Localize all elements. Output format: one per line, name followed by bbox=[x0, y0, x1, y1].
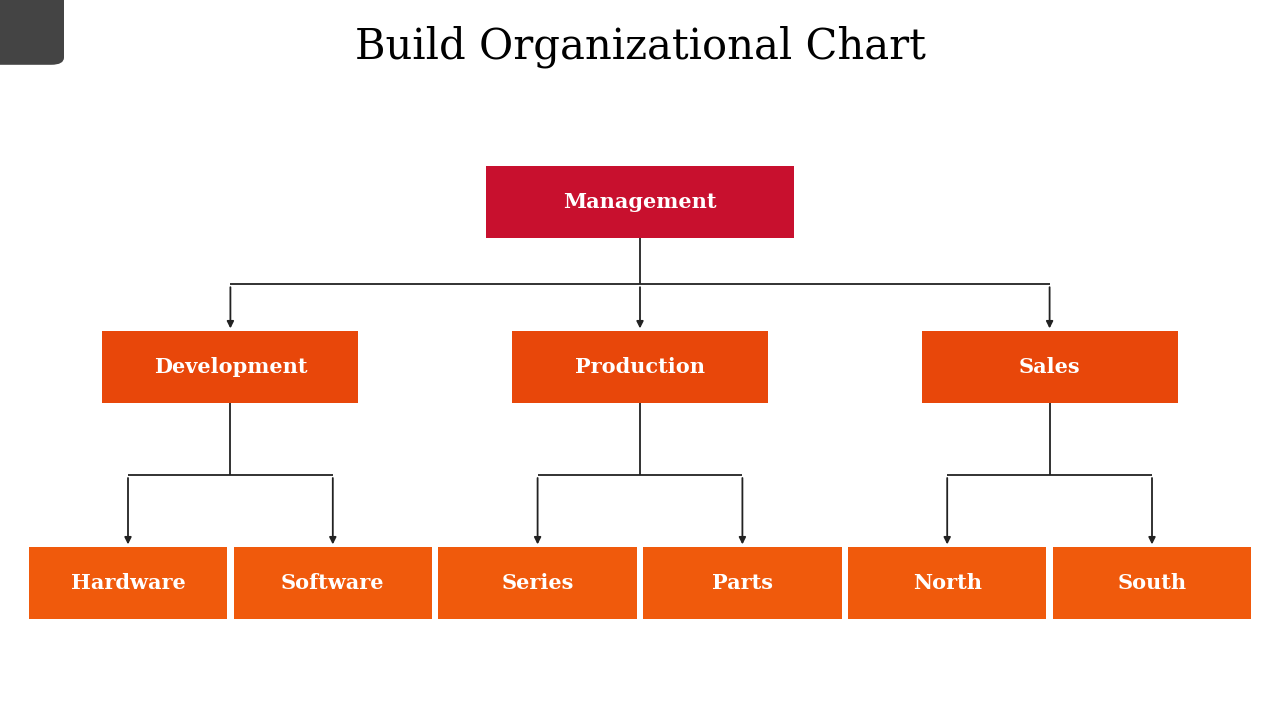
FancyBboxPatch shape bbox=[922, 331, 1178, 403]
Text: Build Organizational Chart: Build Organizational Chart bbox=[355, 25, 925, 68]
Text: Development: Development bbox=[154, 357, 307, 377]
Text: Sales: Sales bbox=[1019, 357, 1080, 377]
FancyBboxPatch shape bbox=[102, 331, 358, 403]
FancyBboxPatch shape bbox=[849, 547, 1047, 619]
FancyBboxPatch shape bbox=[438, 547, 637, 619]
FancyBboxPatch shape bbox=[0, 0, 64, 65]
FancyBboxPatch shape bbox=[233, 547, 433, 619]
Text: North: North bbox=[913, 573, 982, 593]
Text: Production: Production bbox=[575, 357, 705, 377]
FancyBboxPatch shape bbox=[29, 547, 228, 619]
Text: Software: Software bbox=[282, 573, 384, 593]
FancyBboxPatch shape bbox=[486, 166, 794, 238]
Text: South: South bbox=[1117, 573, 1187, 593]
Text: Parts: Parts bbox=[712, 573, 773, 593]
Text: Series: Series bbox=[502, 573, 573, 593]
Text: Hardware: Hardware bbox=[70, 573, 186, 593]
FancyBboxPatch shape bbox=[1052, 547, 1252, 619]
FancyBboxPatch shape bbox=[643, 547, 842, 619]
Text: Management: Management bbox=[563, 192, 717, 212]
FancyBboxPatch shape bbox=[512, 331, 768, 403]
